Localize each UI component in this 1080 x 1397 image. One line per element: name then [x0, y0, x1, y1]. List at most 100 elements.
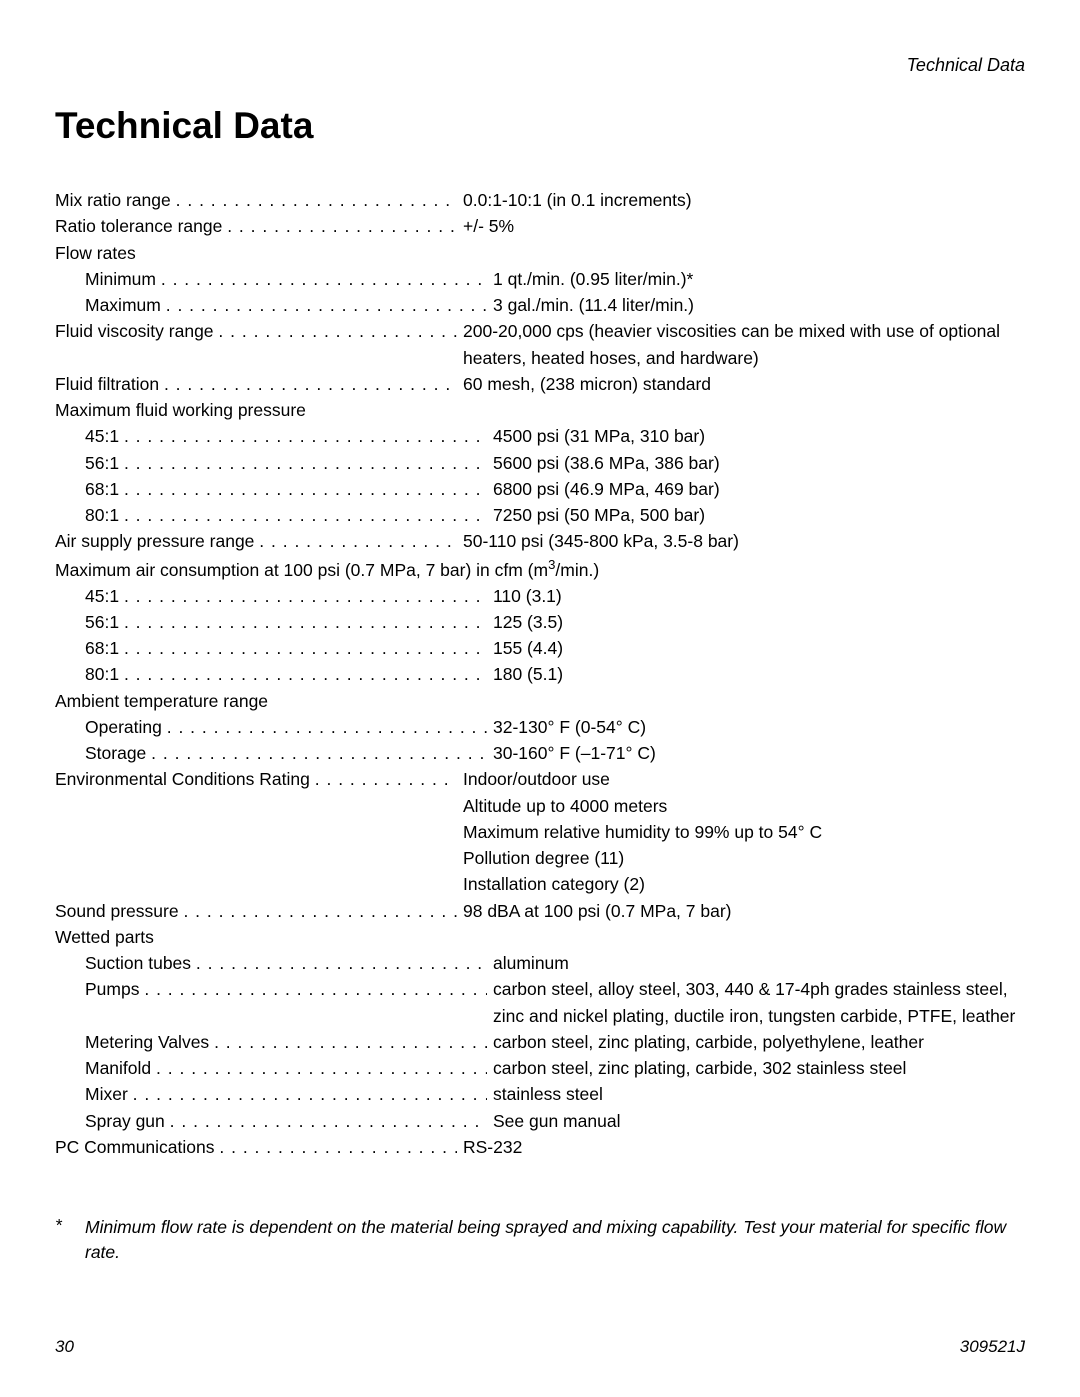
spec-label: 68:1: [85, 476, 119, 502]
spec-label: 68:1: [85, 635, 119, 661]
leader-dots: . . . . . . . . . . . . . . . . . . . . …: [151, 740, 487, 766]
spec-label: Wetted parts: [55, 924, 154, 950]
spacer: [55, 845, 457, 871]
spec-row: Sound pressure . . . . . . . . . . . . .…: [55, 898, 1025, 924]
spec-label-wrap: Metering Valves . . . . . . . . . . . . …: [55, 1029, 487, 1055]
spec-label: Maximum air consumption at 100 psi (0.7 …: [55, 555, 599, 583]
page-title: Technical Data: [55, 105, 1025, 147]
spec-value: 155 (4.4): [487, 635, 1025, 661]
spec-label: 80:1: [85, 502, 119, 528]
spec-row: Operating . . . . . . . . . . . . . . . …: [55, 714, 1025, 740]
running-header: Technical Data: [907, 55, 1025, 76]
page: Technical Data Technical Data Mix ratio …: [0, 0, 1080, 1397]
spec-label: Ambient temperature range: [55, 688, 268, 714]
spec-row: Storage . . . . . . . . . . . . . . . . …: [55, 740, 1025, 766]
spec-label-wrap: 56:1 . . . . . . . . . . . . . . . . . .…: [55, 609, 487, 635]
spec-value: 4500 psi (31 MPa, 310 bar): [487, 423, 1025, 449]
spec-continuation: Maximum relative humidity to 99% up to 5…: [55, 819, 1025, 845]
leader-dots: . . . . . . . . . . . . . . . . . . . . …: [161, 266, 487, 292]
spec-value: 1 qt./min. (0.95 liter/min.)*: [487, 266, 1025, 292]
spec-value: carbon steel, alloy steel, 303, 440 & 17…: [487, 976, 1025, 1029]
spec-label-wrap: Spray gun . . . . . . . . . . . . . . . …: [55, 1108, 487, 1134]
spec-label-wrap: PC Communications . . . . . . . . . . . …: [55, 1134, 457, 1160]
spec-label-wrap: Minimum . . . . . . . . . . . . . . . . …: [55, 266, 487, 292]
spec-label: Spray gun: [85, 1108, 165, 1134]
spec-label: 56:1: [85, 450, 119, 476]
spec-label: Metering Valves: [85, 1029, 209, 1055]
spec-value: 180 (5.1): [487, 661, 1025, 687]
leader-dots: . . . . . . . . . . . . . . . . . . . . …: [167, 714, 487, 740]
spec-row: Environmental Conditions Rating . . . . …: [55, 766, 1025, 792]
spec-label: Fluid viscosity range: [55, 318, 214, 344]
spec-label-wrap: Wetted parts: [55, 924, 1025, 950]
spec-label-wrap: Operating . . . . . . . . . . . . . . . …: [55, 714, 487, 740]
spec-label: Storage: [85, 740, 146, 766]
leader-dots: . . . . . . . . . . . . . . . . . . . . …: [124, 502, 487, 528]
spec-row: Ratio tolerance range . . . . . . . . . …: [55, 213, 1025, 239]
spec-heading-row: Maximum fluid working pressure: [55, 397, 1025, 423]
spec-value: 7250 psi (50 MPa, 500 bar): [487, 502, 1025, 528]
spec-value: Installation category (2): [457, 871, 1025, 897]
spacer: [55, 793, 457, 819]
spec-label: Maximum: [85, 292, 161, 318]
spec-label-wrap: Storage . . . . . . . . . . . . . . . . …: [55, 740, 487, 766]
spec-label: Air supply pressure range: [55, 528, 254, 554]
spec-value: 50-110 psi (345-800 kPa, 3.5-8 bar): [457, 528, 1025, 554]
spec-label-wrap: Environmental Conditions Rating . . . . …: [55, 766, 457, 792]
spec-label-wrap: 80:1 . . . . . . . . . . . . . . . . . .…: [55, 661, 487, 687]
spec-heading-row: Flow rates: [55, 240, 1025, 266]
spec-label: Minimum: [85, 266, 156, 292]
footnote-text: Minimum flow rate is dependent on the ma…: [85, 1215, 1025, 1266]
leader-dots: . . . . . . . . . . . . . . . . . . . . …: [156, 1055, 487, 1081]
spec-row: 68:1 . . . . . . . . . . . . . . . . . .…: [55, 476, 1025, 502]
spec-row: 45:1 . . . . . . . . . . . . . . . . . .…: [55, 423, 1025, 449]
spec-row: Metering Valves . . . . . . . . . . . . …: [55, 1029, 1025, 1055]
page-footer: 30 309521J: [55, 1337, 1025, 1357]
spec-label-wrap: Mixer . . . . . . . . . . . . . . . . . …: [55, 1081, 487, 1107]
spec-label-wrap: Flow rates: [55, 240, 1025, 266]
spec-label-wrap: Maximum . . . . . . . . . . . . . . . . …: [55, 292, 487, 318]
leader-dots: . . . . . . . . . . . . . . . . . . . . …: [170, 1108, 487, 1134]
spec-label: Sound pressure: [55, 898, 179, 924]
leader-dots: . . . . . . . . . . . . . . . . . . . . …: [124, 450, 487, 476]
spec-heading-row: Maximum air consumption at 100 psi (0.7 …: [55, 555, 1025, 583]
spec-label-wrap: 45:1 . . . . . . . . . . . . . . . . . .…: [55, 423, 487, 449]
spec-row: Mix ratio range . . . . . . . . . . . . …: [55, 187, 1025, 213]
spec-label-wrap: Manifold . . . . . . . . . . . . . . . .…: [55, 1055, 487, 1081]
spec-list: Mix ratio range . . . . . . . . . . . . …: [55, 187, 1025, 1160]
spec-label-wrap: Maximum fluid working pressure: [55, 397, 1025, 423]
spec-value: RS-232: [457, 1134, 1025, 1160]
footer-doc-id: 309521J: [960, 1337, 1025, 1357]
spec-label-wrap: Fluid filtration . . . . . . . . . . . .…: [55, 371, 457, 397]
spec-value: 125 (3.5): [487, 609, 1025, 635]
spec-value: 60 mesh, (238 micron) standard: [457, 371, 1025, 397]
spec-value: 110 (3.1): [487, 583, 1025, 609]
spec-label-wrap: Suction tubes . . . . . . . . . . . . . …: [55, 950, 487, 976]
spec-label: Environmental Conditions Rating: [55, 766, 310, 792]
spec-label: Manifold: [85, 1055, 151, 1081]
spec-value: Indoor/outdoor use: [457, 766, 1025, 792]
spec-value: 3 gal./min. (11.4 liter/min.): [487, 292, 1025, 318]
spec-value: carbon steel, zinc plating, carbide, pol…: [487, 1029, 1025, 1055]
spec-row: Mixer . . . . . . . . . . . . . . . . . …: [55, 1081, 1025, 1107]
spec-label: Mix ratio range: [55, 187, 171, 213]
leader-dots: . . . . . . . . . . . . . . . . . . . . …: [164, 371, 457, 397]
spec-label-wrap: Pumps . . . . . . . . . . . . . . . . . …: [55, 976, 487, 1002]
spec-value: aluminum: [487, 950, 1025, 976]
spec-row: Minimum . . . . . . . . . . . . . . . . …: [55, 266, 1025, 292]
spec-value: +/- 5%: [457, 213, 1025, 239]
spec-label: 45:1: [85, 423, 119, 449]
spec-label-wrap: Maximum air consumption at 100 psi (0.7 …: [55, 555, 1025, 583]
spec-value: 200-20,000 cps (heavier viscosities can …: [457, 318, 1025, 371]
spec-continuation: Installation category (2): [55, 871, 1025, 897]
spec-row: Maximum . . . . . . . . . . . . . . . . …: [55, 292, 1025, 318]
spec-label: 56:1: [85, 609, 119, 635]
spec-label-wrap: Mix ratio range . . . . . . . . . . . . …: [55, 187, 457, 213]
leader-dots: . . . . . . . . . . . . . . . . . . . . …: [183, 898, 457, 924]
leader-dots: . . . . . . . . . . . . . . . . . . . . …: [124, 635, 487, 661]
leader-dots: . . . . . . . . . . . . . . . . . . . . …: [259, 528, 457, 554]
spec-row: Air supply pressure range . . . . . . . …: [55, 528, 1025, 554]
spec-label: Maximum fluid working pressure: [55, 397, 306, 423]
footnote-star: *: [55, 1215, 85, 1266]
spec-value: 98 dBA at 100 psi (0.7 MPa, 7 bar): [457, 898, 1025, 924]
